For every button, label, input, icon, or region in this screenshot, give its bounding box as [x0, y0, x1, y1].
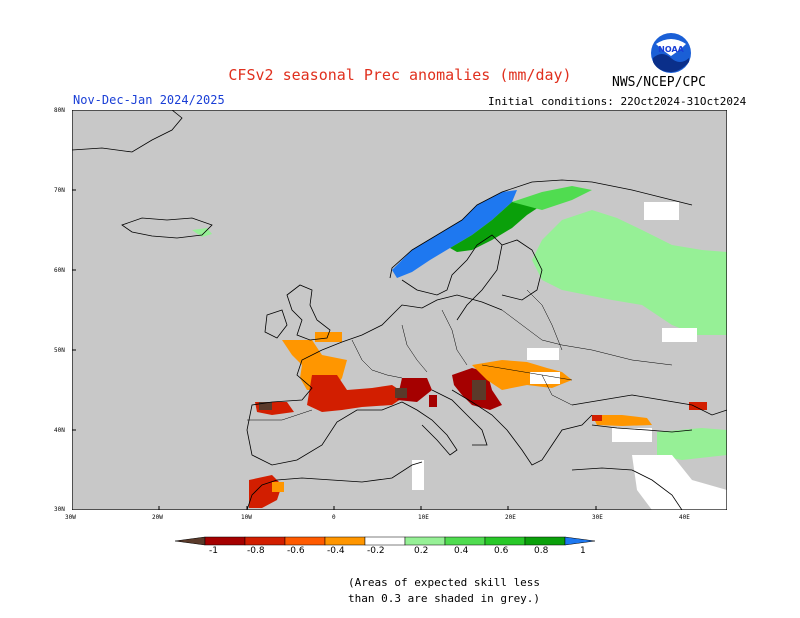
map-background — [72, 110, 727, 510]
anomaly-shading — [192, 186, 727, 510]
colorbar-segment — [364, 536, 406, 546]
coast-north-continent — [321, 294, 503, 351]
coast-black-sea-south — [591, 424, 693, 433]
anomaly-anatolia-white — [612, 428, 652, 442]
coast-black-sea-north — [571, 394, 727, 416]
anomaly-lapland-green — [512, 186, 592, 210]
logo-text: NOAA — [658, 45, 684, 54]
border-hungary — [481, 364, 573, 381]
coast-greenland — [72, 110, 183, 153]
anomaly-turkey-red — [592, 415, 602, 421]
anomaly-italy-red — [429, 395, 437, 407]
anomaly-kola-white — [644, 202, 679, 220]
lon-label: 20E — [505, 514, 516, 521]
colorbar-segment — [484, 536, 526, 546]
colorbar-label: -1 — [209, 546, 218, 556]
coast-italy-west — [401, 401, 458, 456]
colorbar-label: -0.4 — [327, 546, 345, 556]
lat-label: 70N — [54, 187, 65, 194]
colorbar-segment — [444, 536, 486, 546]
coast-iceland — [121, 217, 213, 239]
border-spain-portugal — [247, 409, 313, 421]
coast-iberia-france — [246, 349, 403, 466]
anomaly-norway-blue — [392, 190, 517, 278]
anomaly-spain-brown — [259, 402, 272, 410]
chart-title: CFSv2 seasonal Prec anomalies (mm/day) — [228, 66, 572, 84]
anomaly-romania-white — [530, 372, 560, 384]
colorbar-label: -0.2 — [367, 546, 385, 556]
anomaly-alps-brown — [395, 388, 407, 398]
lon-label: 30W — [65, 514, 76, 521]
coast-ireland — [264, 309, 288, 339]
anomaly-tunisia-white — [412, 460, 424, 490]
anomaly-caucasus-red — [689, 402, 707, 410]
colorbar-arrow-low — [174, 536, 206, 546]
initial-conditions-label: Initial conditions: 22Oct2024-31Oct2024 — [488, 95, 747, 108]
lat-label: 80N — [54, 107, 65, 114]
lon-label: 20W — [152, 514, 163, 521]
colorbar-label: 0.4 — [454, 546, 469, 556]
anomaly-southfrance-red — [307, 375, 407, 412]
anomaly-norway-green — [450, 198, 542, 252]
lon-label: 30E — [592, 514, 603, 521]
border-poland-east — [501, 309, 673, 366]
anomaly-russia-lightgreen — [532, 210, 727, 335]
anomaly-balkans-brown — [472, 380, 486, 400]
agency-label: NWS/NCEP/CPC — [612, 75, 706, 90]
skill-note-line2: than 0.3 are shaded in grey.) — [348, 592, 541, 605]
anomaly-poland-white — [527, 348, 559, 360]
colorbar-segment — [524, 536, 566, 546]
coast-sweden — [401, 234, 503, 321]
lat-label: 40N — [54, 427, 65, 434]
colorbar-arrow-high — [564, 536, 596, 546]
lat-label: 60N — [54, 267, 65, 274]
axis-ticks — [72, 189, 684, 510]
lon-label: 0 — [332, 514, 336, 521]
coastlines — [72, 110, 727, 510]
coast-finland-gulf — [501, 239, 543, 301]
coast-balkans — [451, 389, 593, 466]
colorbar — [174, 536, 596, 546]
lon-label: 10W — [241, 514, 252, 521]
lat-label: 30N — [54, 506, 65, 513]
coast-norway — [389, 179, 693, 279]
border-germany-east — [441, 309, 468, 366]
border-baltics — [526, 289, 563, 351]
colorbar-segment — [244, 536, 286, 546]
noaa-logo: NOAA — [650, 32, 692, 74]
anomaly-turkey-orange — [592, 415, 652, 426]
coast-italy-east — [431, 389, 488, 446]
precipitation-anomaly-map — [72, 110, 727, 510]
colorbar-segment — [404, 536, 446, 546]
coast-britain — [286, 284, 331, 341]
border-germany-west — [401, 324, 428, 373]
skill-note-line1: (Areas of expected skill less — [348, 576, 541, 589]
colorbar-label: -0.6 — [287, 546, 305, 556]
border-romania — [541, 374, 573, 406]
colorbar-label: 0.6 — [494, 546, 509, 556]
coast-north-africa — [246, 461, 423, 510]
anomaly-levant-white — [632, 455, 727, 510]
anomaly-morocco-orange — [272, 482, 284, 492]
colorbar-label: 1 — [580, 546, 586, 556]
lat-label: 50N — [54, 347, 65, 354]
anomaly-russia-white — [662, 328, 697, 342]
colorbar-label: 0.2 — [414, 546, 429, 556]
colorbar-segment — [204, 536, 246, 546]
border-france-east — [351, 339, 403, 379]
anomaly-caucasus-green — [657, 428, 727, 460]
colorbar-segment — [284, 536, 326, 546]
colorbar-label: -0.8 — [247, 546, 265, 556]
lon-label: 40E — [679, 514, 690, 521]
coast-turkey-south — [571, 467, 683, 510]
lon-label: 10E — [418, 514, 429, 521]
colorbar-segment — [324, 536, 366, 546]
period-label: Nov-Dec-Jan 2024/2025 — [73, 93, 225, 107]
anomaly-channel-orange — [315, 332, 342, 342]
colorbar-label: 0.8 — [534, 546, 549, 556]
